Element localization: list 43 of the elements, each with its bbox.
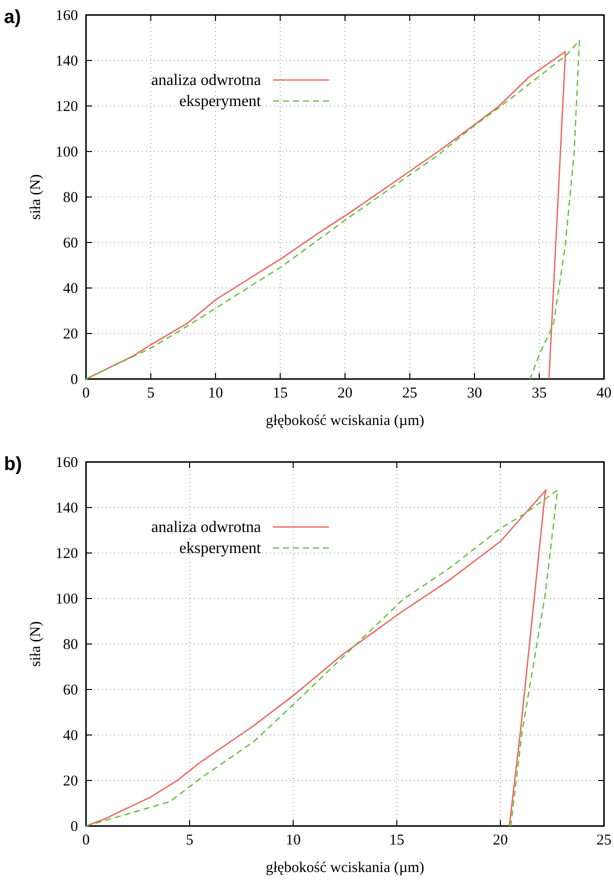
legend-label: eksperyment — [179, 93, 262, 110]
y-tick-label: 100 — [56, 144, 78, 160]
y-tick-label: 160 — [56, 8, 78, 24]
y-tick-label: 160 — [56, 454, 78, 471]
x-tick-label: 5 — [186, 832, 194, 849]
y-tick-label: 0 — [70, 372, 78, 388]
legend-label: eksperyment — [179, 540, 262, 557]
x-axis-title: głębokość wciskania (µm) — [266, 413, 424, 429]
x-tick-label: 0 — [82, 386, 90, 402]
x-tick-label: 10 — [286, 832, 301, 849]
y-axis-title: siła (N) — [28, 621, 44, 667]
y-tick-label: 140 — [56, 53, 78, 70]
x-tick-label: 15 — [272, 386, 288, 402]
x-tick-label: 0 — [82, 832, 90, 849]
y-tick-label: 0 — [70, 818, 78, 835]
y-tick-label: 60 — [63, 682, 78, 698]
legend-label: analiza odwrotna — [151, 519, 261, 536]
chart-title: b) — [4, 454, 22, 475]
x-tick-label: 20 — [492, 832, 508, 849]
legend-label: analiza odwrotna — [151, 72, 261, 89]
y-tick-label: 120 — [56, 546, 78, 562]
y-tick-label: 20 — [63, 326, 78, 342]
y-axis-title: siła (N) — [28, 174, 44, 220]
y-tick-label: 60 — [63, 235, 78, 252]
x-tick-label: 5 — [147, 386, 154, 402]
x-tick-label: 35 — [532, 386, 547, 402]
chart-title: a) — [4, 7, 21, 28]
x-tick-label: 25 — [402, 386, 418, 402]
x-tick-label: 15 — [389, 832, 404, 849]
y-tick-label: 140 — [56, 500, 78, 516]
x-axis-title: głębokość wciskania (µm) — [266, 860, 424, 876]
x-tick-label: 20 — [338, 386, 352, 402]
x-tick-label: 40 — [596, 386, 612, 402]
y-tick-label: 80 — [63, 190, 78, 206]
x-tick-label: 10 — [208, 386, 223, 402]
y-tick-label: 40 — [63, 280, 78, 297]
y-tick-label: 40 — [63, 728, 78, 744]
y-tick-label: 120 — [56, 98, 78, 115]
x-tick-label: 25 — [596, 832, 612, 849]
y-tick-label: 20 — [63, 773, 78, 790]
y-tick-label: 80 — [63, 636, 78, 653]
y-tick-label: 100 — [56, 591, 78, 608]
x-tick-label: 30 — [467, 386, 482, 402]
